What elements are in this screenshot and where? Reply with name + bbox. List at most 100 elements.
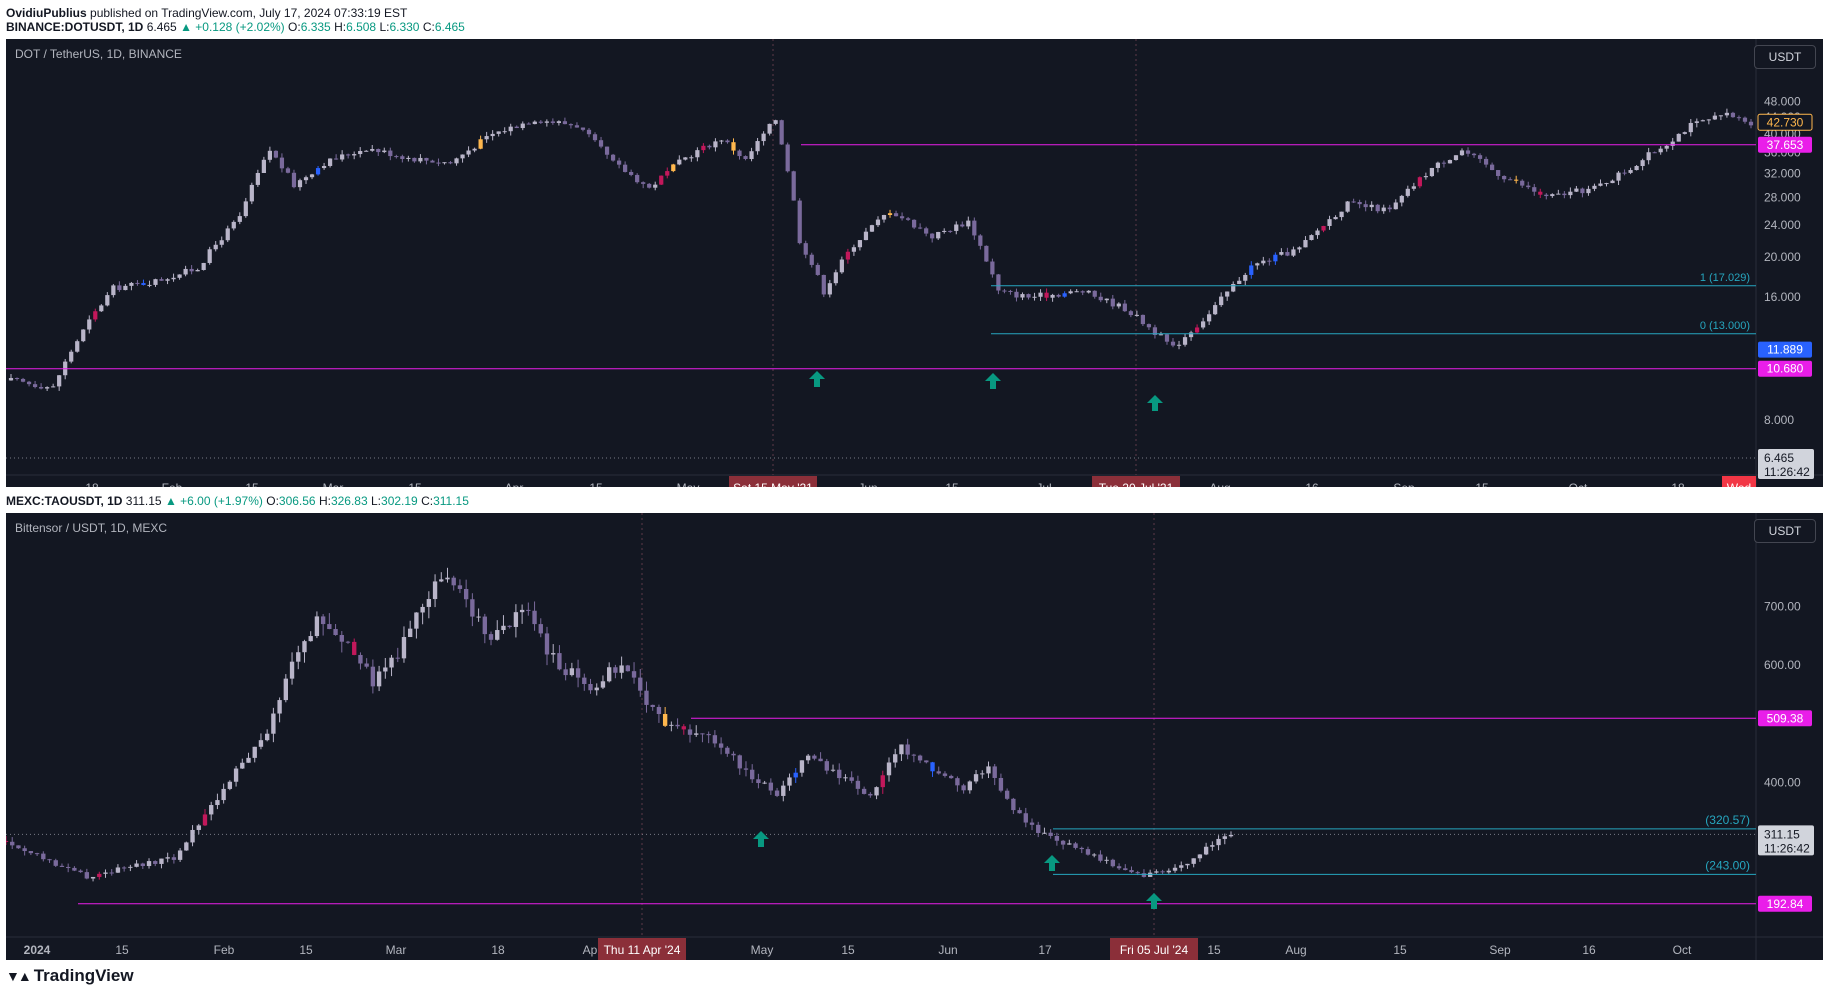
candle-body (358, 150, 363, 155)
crosshair-date-label: Tue 20 Jul '21 (1099, 481, 1174, 487)
candle-body (731, 753, 736, 756)
candle-body (1441, 162, 1447, 164)
dot-chart-panel[interactable]: 1 (17.029)0 (13.000)48.00044.00040.00036… (6, 39, 1823, 487)
price-tick: 700.00 (1764, 600, 1801, 614)
candle-body (1315, 230, 1320, 236)
tao-last: 311.15 (125, 494, 162, 508)
candle-body (1129, 870, 1134, 873)
candle-body (165, 279, 170, 281)
candle-body (72, 867, 77, 871)
candle-body (1213, 305, 1218, 315)
candle-body (10, 841, 15, 846)
candle-body (1017, 810, 1022, 814)
fib-level-tag-box (1758, 341, 1812, 358)
candle-body (478, 139, 483, 149)
time-tick: 15 (1207, 943, 1221, 957)
candle-body (1369, 204, 1374, 208)
candle-body (781, 785, 786, 796)
time-tick: 2024 (24, 943, 51, 957)
candle-body (725, 140, 730, 143)
candle-body (1201, 321, 1206, 328)
time-tick: Oct (1673, 943, 1692, 957)
candle-body (569, 668, 575, 676)
candle-body (1014, 291, 1019, 298)
candle-body (824, 761, 829, 771)
candle-body (1483, 158, 1489, 165)
candle-body (1658, 148, 1663, 153)
candle-body (1176, 344, 1182, 346)
dot-chart-svg[interactable]: 1 (17.029)0 (13.000)48.00044.00040.00036… (6, 39, 1823, 487)
candle-body (551, 653, 556, 655)
candle-body (1616, 172, 1621, 181)
crosshair-date-label: Thu 11 Apr '24 (604, 943, 681, 957)
candle-body (868, 793, 873, 796)
candle-body (448, 162, 453, 164)
price-tick: 48.000 (1764, 95, 1801, 109)
candle-body (568, 124, 574, 126)
candle-body (762, 782, 767, 784)
candle-body (219, 240, 224, 245)
candle-body (1110, 298, 1115, 307)
candle-body (81, 329, 86, 342)
candle-body (809, 254, 814, 265)
candle-body (899, 744, 904, 755)
tao-chart-panel[interactable]: (320.57) (243.00) 700.00 600.00 400.00 2024 15… (6, 513, 1823, 960)
candle-body (502, 131, 507, 133)
candle-body (1023, 813, 1028, 823)
candle-body (1249, 265, 1254, 275)
candle-body (980, 773, 985, 775)
candle-body (8, 378, 14, 381)
candle-body (1387, 207, 1392, 210)
time-tick: May (677, 481, 700, 487)
candle-body (812, 755, 817, 759)
candle-body (942, 230, 947, 232)
candle-body (1411, 186, 1416, 189)
candle-body (936, 231, 941, 239)
time-tick: 18 (1671, 481, 1685, 487)
candle-body (833, 272, 838, 284)
candle-body (1060, 840, 1066, 845)
candle-body (689, 157, 694, 159)
candle-body (1092, 854, 1097, 856)
candle-body (1532, 187, 1537, 192)
candle-body (476, 616, 481, 618)
candle-body (1652, 152, 1657, 154)
candle-body (1297, 247, 1302, 250)
up-arrow-icon (753, 831, 769, 847)
candle-body (213, 244, 218, 250)
candle-body (117, 285, 122, 291)
candle-body (484, 136, 489, 140)
tao-currency-button[interactable]: USDT (1754, 519, 1816, 543)
candle-body (327, 158, 333, 166)
candle-body (78, 870, 83, 873)
tao-chart-svg[interactable]: (320.57) (243.00) 700.00 600.00 400.00 2024 15… (6, 513, 1823, 960)
candle-body (843, 777, 848, 779)
candle-body (115, 867, 121, 873)
candle-body (731, 142, 736, 151)
candle-body (954, 224, 959, 231)
candle-body (1216, 838, 1221, 846)
candle-body (948, 230, 953, 232)
candle-body (606, 667, 612, 682)
candle-body (519, 609, 525, 613)
tao-high-label: H: (318, 494, 331, 508)
candle-body (526, 123, 531, 125)
candle-body (442, 162, 447, 164)
candle-body (930, 233, 935, 239)
candle-body (526, 609, 531, 611)
dot-high: 6.508 (346, 20, 377, 34)
candle-body (177, 850, 183, 860)
candle-body (436, 162, 441, 164)
candle-body (87, 319, 92, 330)
candle-body (1634, 166, 1639, 171)
candle-body (893, 754, 898, 763)
candle-body (1179, 865, 1184, 868)
time-tick: 15 (1475, 481, 1489, 487)
dot-currency-button[interactable]: USDT (1754, 45, 1816, 69)
candle-body (273, 150, 279, 158)
candle-body (1029, 822, 1035, 825)
candle-body (1718, 115, 1724, 117)
candle-body (59, 865, 65, 867)
candle-body (1146, 324, 1152, 328)
time-tick: Oct (1569, 481, 1588, 487)
